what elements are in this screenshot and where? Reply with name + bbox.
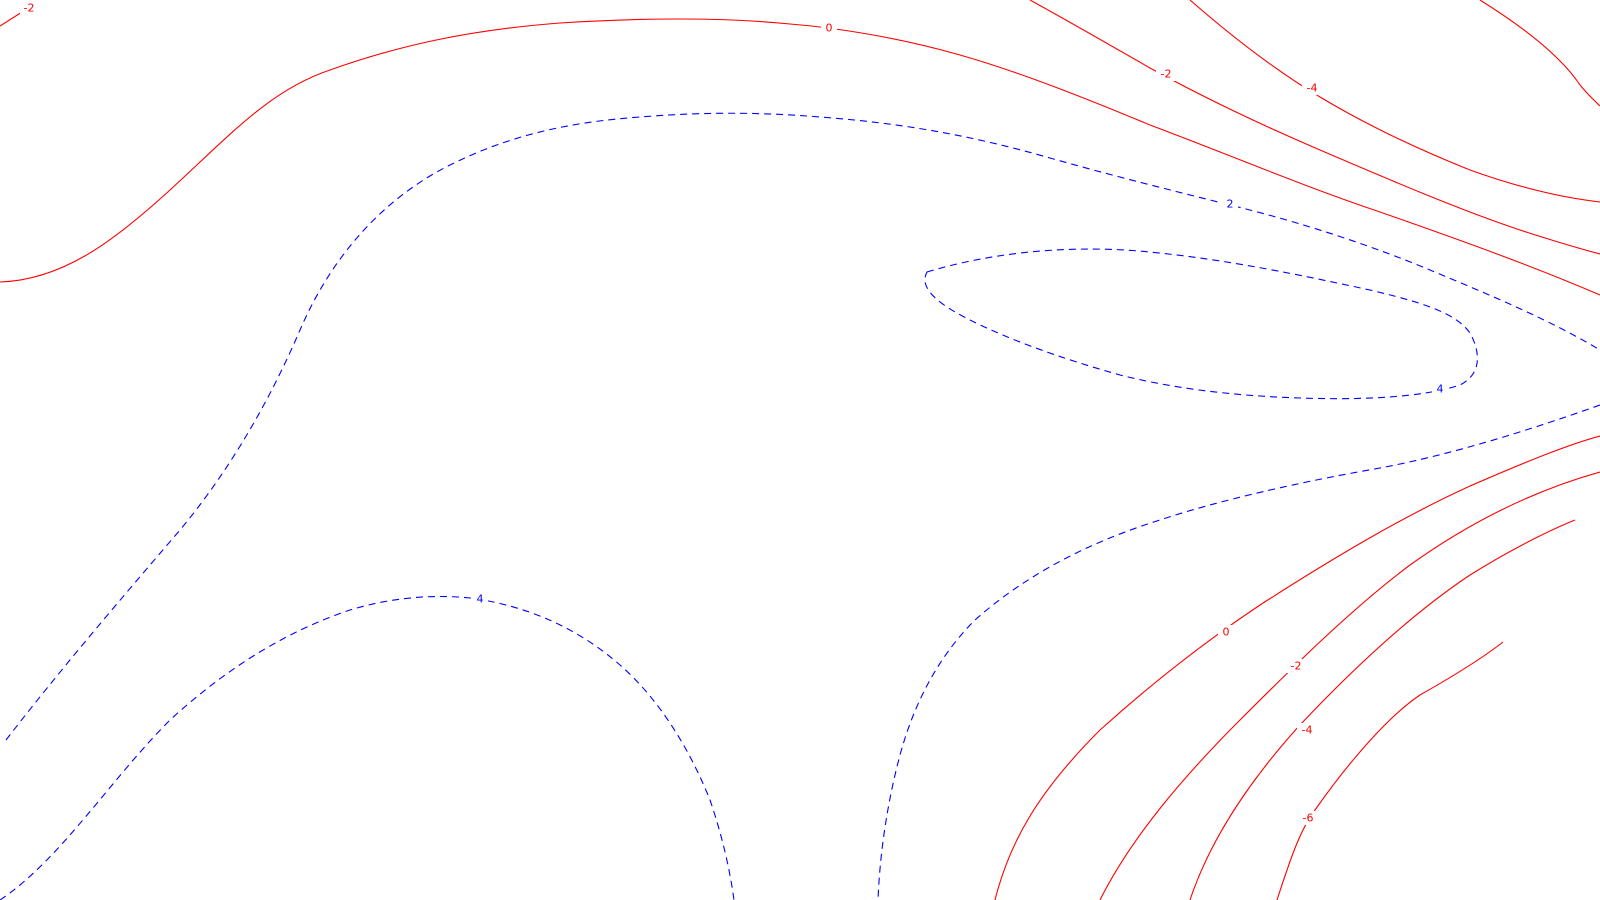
contour-line-neg6-bottom [1276, 641, 1504, 900]
contour-label-group: -2 0 -2 -4 2 4 4 0 -2 -4 -6 [20, 1, 1448, 825]
contour-line-zero-top [0, 18, 1600, 296]
contour-label-neg4-bottom: -4 [1302, 724, 1313, 737]
contour-line-neg2-topright [1029, 0, 1600, 255]
contour-label-neg6-bottom: -6 [1303, 812, 1314, 825]
contour-line-neg2-bottom [1099, 471, 1600, 900]
contour-line-neg6-topright [1479, 0, 1600, 107]
contour-line-neg4-bottom [1189, 519, 1576, 900]
contour-label-pos4-right: 4 [1437, 383, 1444, 396]
contour-line-zero-bottom [994, 435, 1600, 900]
contour-line-pos4-right-loop [924, 248, 1478, 400]
contour-label-neg4-topright: -4 [1307, 82, 1318, 95]
contour-label-neg2-topleft: -2 [24, 2, 35, 15]
contour-line-pos4-bottomleft [0, 595, 735, 900]
contour-line-pos2-main [5, 112, 1600, 741]
contour-label-pos2-top: 2 [1227, 198, 1234, 211]
contour-label-zero-top: 0 [826, 22, 833, 35]
contour-label-zero-bottom: 0 [1223, 626, 1230, 639]
contour-line-neg4-topright [1189, 0, 1600, 203]
contour-label-neg2-topright: -2 [1161, 68, 1172, 81]
contour-line-pos2-lower [877, 404, 1600, 900]
contour-label-neg2-bottom: -2 [1291, 660, 1302, 673]
contour-label-pos4-bottomleft: 4 [477, 593, 484, 606]
